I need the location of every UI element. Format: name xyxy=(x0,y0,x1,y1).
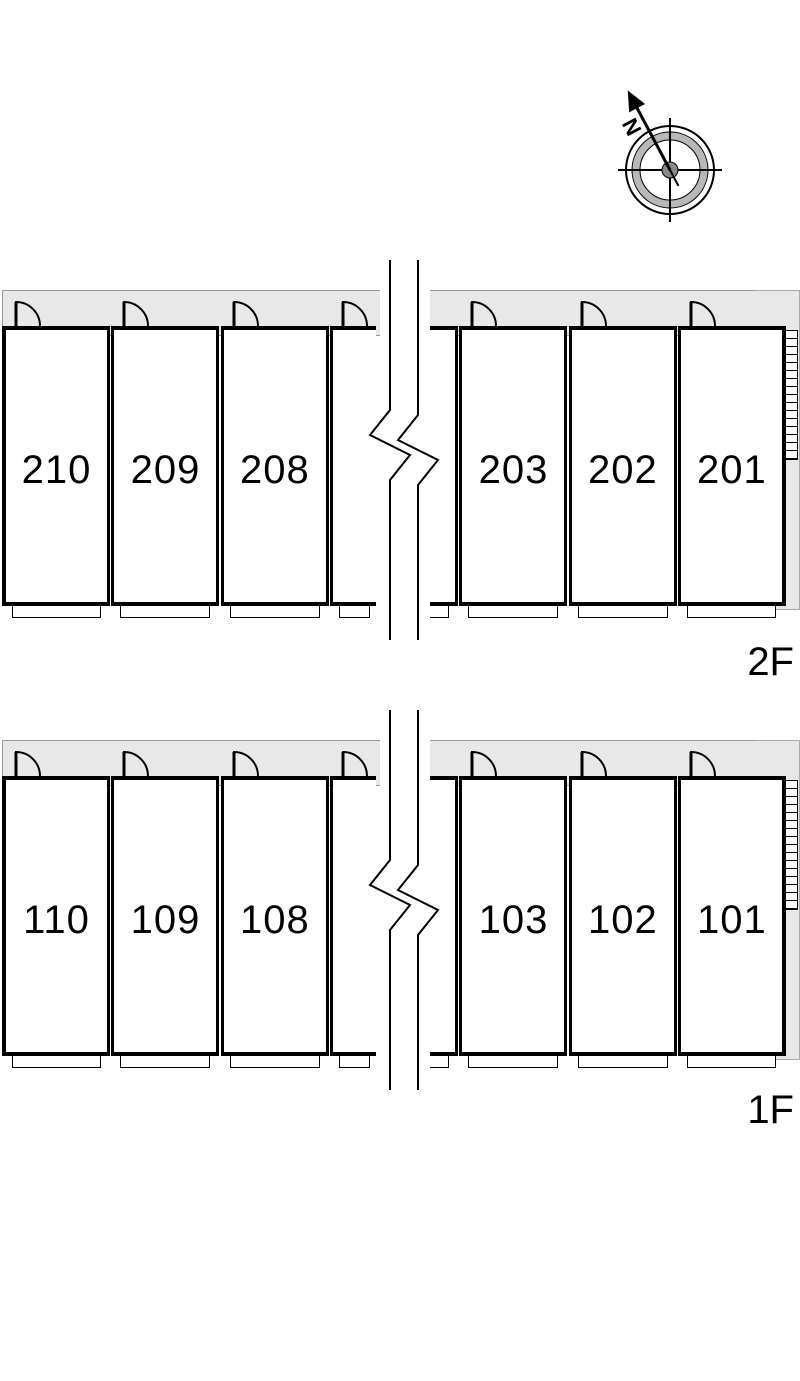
door-icon xyxy=(470,300,502,328)
unit-partial-left xyxy=(330,776,376,1056)
balcony xyxy=(578,606,668,618)
balcony xyxy=(468,1056,558,1068)
unit-label: 109 xyxy=(114,898,216,943)
unit-label: 103 xyxy=(462,898,564,943)
balcony xyxy=(120,606,210,618)
unit-110: 110 xyxy=(2,776,110,1056)
units-left-2f: 210 209 208 xyxy=(2,326,376,606)
door-icon xyxy=(122,300,154,328)
balcony xyxy=(120,1056,210,1068)
door-icon xyxy=(341,750,373,778)
unit-202: 202 xyxy=(569,326,677,606)
door-icon xyxy=(14,750,46,778)
unit-label: 110 xyxy=(6,898,107,943)
balcony xyxy=(687,606,776,618)
door-icon xyxy=(14,300,46,328)
door-icon xyxy=(689,300,721,328)
unit-208: 208 xyxy=(221,326,329,606)
unit-101: 101 xyxy=(678,776,786,1056)
balcony xyxy=(687,1056,776,1068)
unit-209: 209 xyxy=(111,326,219,606)
balcony xyxy=(230,1056,320,1068)
units-left-1f: 110 109 108 xyxy=(2,776,376,1056)
unit-partial-right xyxy=(412,776,458,1056)
unit-203: 203 xyxy=(459,326,567,606)
unit-label: 210 xyxy=(6,448,107,493)
unit-label: 202 xyxy=(572,448,674,493)
unit-108: 108 xyxy=(221,776,329,1056)
unit-label: 201 xyxy=(681,448,782,493)
balcony xyxy=(418,1056,449,1068)
door-icon xyxy=(470,750,502,778)
balcony xyxy=(468,606,558,618)
floor-2f: 210 209 208 203 202 xyxy=(0,290,800,670)
door-icon xyxy=(122,750,154,778)
door-icon xyxy=(232,750,264,778)
door-icon xyxy=(580,300,612,328)
balcony xyxy=(418,606,449,618)
balcony xyxy=(12,606,101,618)
unit-label: 101 xyxy=(681,898,782,943)
unit-103: 103 xyxy=(459,776,567,1056)
balcony xyxy=(339,606,370,618)
unit-partial-right xyxy=(412,326,458,606)
door-icon xyxy=(341,300,373,328)
unit-210: 210 xyxy=(2,326,110,606)
compass: N xyxy=(590,80,750,240)
unit-label: 203 xyxy=(462,448,564,493)
balcony xyxy=(578,1056,668,1068)
floor-1f: 110 109 108 103 102 xyxy=(0,740,800,1120)
units-right-2f: 203 202 201 xyxy=(412,326,786,606)
door-icon xyxy=(580,750,612,778)
balcony xyxy=(12,1056,101,1068)
door-icon xyxy=(689,750,721,778)
unit-label: 209 xyxy=(114,448,216,493)
unit-201: 201 xyxy=(678,326,786,606)
balcony xyxy=(339,1056,370,1068)
balcony xyxy=(230,606,320,618)
unit-label: 102 xyxy=(572,898,674,943)
unit-partial-left xyxy=(330,326,376,606)
unit-label: 108 xyxy=(224,898,326,943)
unit-102: 102 xyxy=(569,776,677,1056)
door-icon xyxy=(232,300,264,328)
units-right-1f: 103 102 101 xyxy=(412,776,786,1056)
unit-label: 208 xyxy=(224,448,326,493)
unit-109: 109 xyxy=(111,776,219,1056)
